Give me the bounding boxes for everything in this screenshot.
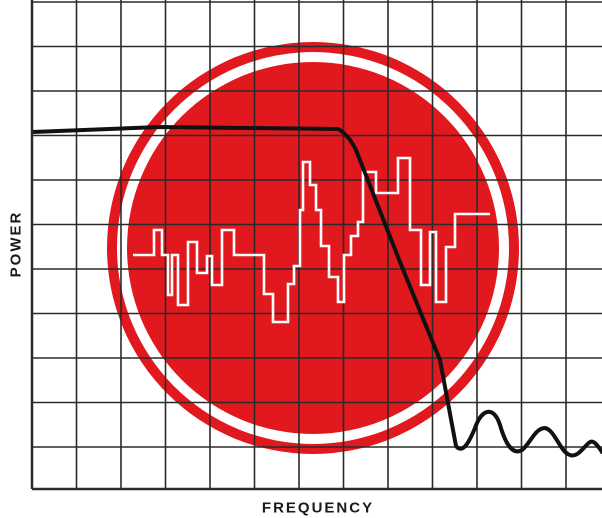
x-axis-label: FREQUENCY: [261, 499, 375, 517]
y-axis-label: POWER: [7, 210, 25, 278]
noise-signal-trace: [133, 156, 490, 324]
emblem-inner-disc: [127, 62, 499, 434]
emblem: [107, 42, 519, 454]
lowpass-response-curve: [31, 125, 602, 458]
